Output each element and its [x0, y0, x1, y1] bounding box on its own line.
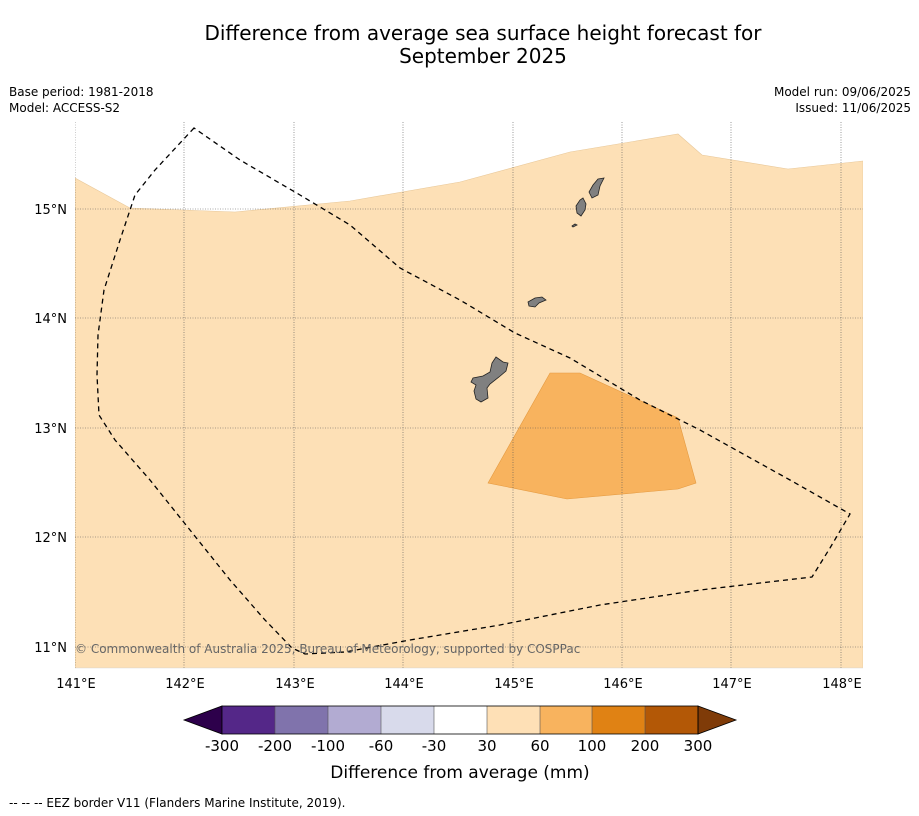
model-run: Model run: 09/06/2025 — [773, 85, 911, 99]
colorbar-cell-3 — [328, 706, 381, 734]
lat-label-14: 14°N — [34, 312, 67, 327]
colorbar-cell-4 — [381, 706, 434, 734]
lon-label-142: 142°E — [165, 677, 205, 692]
colorbar-extend-low — [182, 705, 223, 735]
colorbar-outline — [221, 705, 699, 735]
island-rota — [527, 296, 547, 308]
cb-tick-9: 200 — [631, 737, 660, 755]
cb-tick-7: 60 — [530, 737, 549, 755]
island-saipan — [588, 177, 605, 199]
lon-label-144: 144°E — [384, 677, 424, 692]
lon-labels: 141°E 142°E 143°E 144°E 145°E 146°E 147°… — [56, 677, 862, 692]
colorbar-cell-9 — [645, 706, 698, 734]
colorbar-cell-7 — [540, 706, 592, 734]
lon-label-145: 145°E — [494, 677, 534, 692]
lon-label-147: 147°E — [712, 677, 752, 692]
lon-label-143: 143°E — [275, 677, 315, 692]
island-aguijan — [571, 223, 578, 228]
colorbar-cell-6 — [487, 706, 540, 734]
cb-tick-10: 300 — [684, 737, 713, 755]
lat-label-12: 12°N — [34, 531, 67, 546]
colorbar-cell-2 — [275, 706, 328, 734]
anomaly-region-60-100 — [487, 372, 697, 500]
copyright-text: © Commonwealth of Australia 2025, Bureau… — [75, 642, 580, 656]
lon-label-146: 146°E — [603, 677, 643, 692]
cb-tick-1: -300 — [205, 737, 239, 755]
lat-label-15: 15°N — [34, 203, 67, 218]
issued-date: Issued: 11/06/2025 — [795, 101, 911, 115]
cb-tick-8: 100 — [578, 737, 607, 755]
cb-tick-4: -60 — [369, 737, 394, 755]
colorbar-ticks: -300 -200 -100 -60 -30 30 60 100 200 300 — [205, 737, 712, 755]
meta-right: Model run: 09/06/2025 Issued: 11/06/2025 — [774, 84, 911, 116]
lat-label-13: 13°N — [34, 422, 67, 437]
map-area — [75, 122, 863, 668]
cb-tick-5: -30 — [422, 737, 447, 755]
colorbar-dividers — [274, 706, 646, 734]
cb-tick-2: -200 — [258, 737, 292, 755]
title-line-1: Difference from average sea surface heig… — [204, 21, 762, 45]
island-tinian — [575, 197, 587, 217]
meta-left: Base period: 1981-2018 Model: ACCESS-S2 — [9, 84, 154, 116]
lat-label-11: 11°N — [34, 641, 67, 656]
base-period: Base period: 1981-2018 — [9, 85, 154, 99]
lon-label-148: 148°E — [822, 677, 862, 692]
title-line-2: September 2025 — [399, 44, 567, 68]
cb-tick-6: 30 — [477, 737, 496, 755]
grid-lines — [75, 122, 863, 668]
anomaly-region-30-60 — [75, 133, 863, 668]
colorbar-extend-high — [697, 705, 738, 735]
colorbar: -300 -200 -100 -60 -30 30 60 100 200 300… — [182, 705, 738, 783]
colorbar-cell-1 — [222, 706, 275, 734]
eez-border — [96, 127, 851, 655]
lat-labels: 15°N 14°N 13°N 12°N 11°N — [34, 203, 67, 656]
model-name: Model: ACCESS-S2 — [9, 101, 121, 115]
colorbar-title: Difference from average (mm) — [330, 763, 589, 783]
colorbar-cell-5 — [434, 706, 487, 734]
lon-label-141: 141°E — [56, 677, 96, 692]
cb-tick-3: -100 — [311, 737, 345, 755]
footnote: -- -- -- EEZ border V11 (Flanders Marine… — [9, 796, 346, 810]
land-islands — [470, 177, 605, 403]
island-guam — [470, 356, 509, 403]
colorbar-cell-8 — [592, 706, 645, 734]
map-title: Difference from average sea surface heig… — [0, 22, 919, 68]
